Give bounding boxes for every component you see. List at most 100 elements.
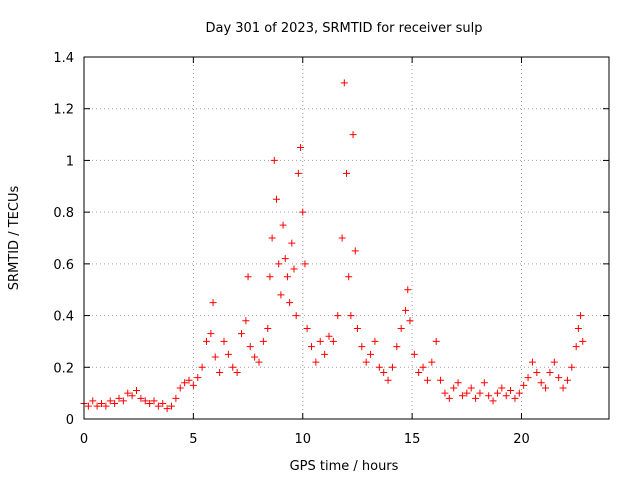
y-tick-label: 1.2 bbox=[53, 103, 74, 118]
data-point bbox=[244, 273, 252, 281]
data-point bbox=[203, 337, 210, 345]
data-point bbox=[351, 247, 359, 255]
data-point bbox=[159, 399, 167, 407]
data-point bbox=[207, 330, 215, 338]
y-tick-label: 1.4 bbox=[53, 51, 74, 66]
data-point bbox=[137, 394, 145, 402]
data-point bbox=[450, 384, 458, 392]
data-point bbox=[520, 381, 528, 389]
y-tick-label: 0.6 bbox=[53, 258, 74, 273]
data-point bbox=[423, 376, 431, 384]
data-point bbox=[292, 312, 300, 320]
data-point bbox=[353, 325, 361, 332]
data-point bbox=[308, 343, 315, 351]
data-point bbox=[441, 389, 449, 397]
data-point bbox=[515, 389, 523, 397]
data-point bbox=[233, 368, 241, 376]
data-marks bbox=[80, 79, 587, 413]
data-point bbox=[181, 379, 189, 387]
data-point bbox=[524, 374, 532, 382]
data-point bbox=[419, 363, 427, 371]
data-point bbox=[220, 337, 228, 345]
data-point bbox=[290, 265, 298, 273]
x-tick-label: 10 bbox=[294, 432, 311, 447]
data-point bbox=[128, 392, 136, 400]
grid-lines bbox=[84, 57, 609, 419]
data-point bbox=[209, 299, 217, 307]
data-point bbox=[428, 358, 436, 366]
data-point bbox=[286, 299, 294, 307]
data-point bbox=[259, 337, 267, 345]
data-point bbox=[277, 291, 285, 299]
data-point bbox=[334, 312, 342, 320]
data-point bbox=[402, 306, 410, 314]
data-point bbox=[347, 312, 355, 320]
data-point bbox=[301, 260, 309, 268]
data-point bbox=[498, 384, 506, 392]
data-point bbox=[98, 399, 105, 407]
y-tick-label: 0 bbox=[66, 413, 74, 428]
data-point bbox=[273, 195, 280, 203]
x-axis-label: GPS time / hours bbox=[290, 459, 399, 474]
data-point bbox=[362, 358, 370, 366]
data-point bbox=[84, 402, 92, 410]
data-point bbox=[238, 330, 245, 338]
data-point bbox=[555, 374, 563, 382]
data-point bbox=[316, 337, 324, 345]
data-point bbox=[388, 363, 396, 371]
data-point bbox=[550, 358, 558, 366]
data-point bbox=[216, 368, 224, 376]
data-point bbox=[270, 156, 278, 164]
plot-frame bbox=[83, 56, 610, 420]
data-point bbox=[251, 353, 259, 361]
data-point bbox=[397, 325, 405, 332]
data-point bbox=[198, 363, 206, 371]
data-point bbox=[268, 234, 276, 242]
data-point bbox=[242, 317, 250, 325]
data-point bbox=[279, 221, 287, 229]
data-point bbox=[563, 376, 571, 384]
data-point bbox=[542, 384, 550, 392]
data-point bbox=[194, 374, 202, 382]
data-point bbox=[577, 312, 585, 320]
x-tick-label: 15 bbox=[404, 432, 421, 447]
data-point bbox=[124, 389, 132, 397]
data-point bbox=[168, 402, 175, 410]
x-tick-label: 5 bbox=[189, 432, 197, 447]
data-point bbox=[163, 405, 171, 413]
data-point bbox=[111, 399, 119, 407]
data-point bbox=[406, 317, 414, 325]
data-point bbox=[299, 208, 307, 216]
data-point bbox=[472, 394, 480, 402]
data-point bbox=[546, 368, 554, 376]
data-point bbox=[224, 350, 232, 358]
data-point bbox=[189, 381, 197, 389]
data-point bbox=[172, 394, 180, 402]
data-point bbox=[229, 363, 237, 371]
y-axis-label: SRMTID / TECUs bbox=[7, 186, 22, 291]
chart-title: Day 301 of 2023, SRMTID for receiver sul… bbox=[205, 21, 482, 36]
data-point bbox=[93, 402, 101, 410]
data-point bbox=[493, 389, 501, 397]
data-point bbox=[146, 399, 154, 407]
data-point bbox=[559, 384, 567, 392]
data-point bbox=[246, 343, 254, 351]
data-point bbox=[115, 394, 123, 402]
data-point bbox=[312, 358, 320, 366]
data-point bbox=[445, 394, 453, 402]
data-point bbox=[393, 343, 401, 351]
data-point bbox=[89, 397, 97, 405]
data-point bbox=[415, 368, 423, 376]
data-point bbox=[404, 286, 412, 294]
data-point bbox=[211, 353, 219, 361]
data-point bbox=[106, 397, 114, 405]
data-point bbox=[533, 368, 541, 376]
data-point bbox=[154, 402, 162, 410]
data-point bbox=[528, 358, 536, 366]
axis-ticks: 0 0.2 0.4 0.6 0.8 1 1.2 1.4 0 5 10 15 20 bbox=[53, 51, 609, 447]
data-point bbox=[133, 387, 140, 395]
data-point bbox=[410, 350, 418, 358]
y-tick-label: 0.4 bbox=[53, 310, 74, 325]
data-point bbox=[467, 384, 475, 392]
